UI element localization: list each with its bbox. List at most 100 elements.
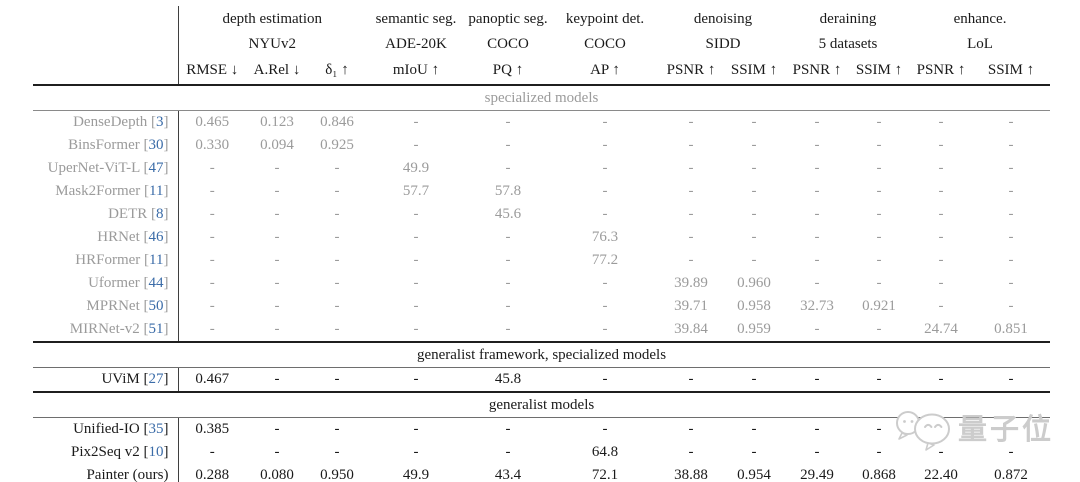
metric-value-cell: 0.330	[195, 137, 230, 153]
metric-value-cell: 0.094	[260, 137, 294, 153]
citation-link[interactable]: 30	[148, 137, 164, 153]
metric-value-cell: -	[751, 114, 757, 130]
model-name: UperNet-ViT-L	[47, 160, 140, 176]
citation-link[interactable]: 10	[148, 444, 164, 460]
dataset-header: COCO	[584, 36, 626, 52]
metric-value-cell: -	[413, 114, 419, 130]
citation-link[interactable]: 44	[148, 275, 164, 291]
model-name-cell: MPRNet [50]	[33, 295, 179, 318]
metric-value-cell: -	[751, 444, 757, 460]
metric-value-cell: -	[751, 421, 757, 437]
metric-value-cell: -	[334, 252, 340, 268]
model-name: DETR	[108, 206, 148, 222]
metric-value-cell: -	[876, 206, 882, 222]
metric-value-cell: -	[505, 298, 511, 314]
model-name: MIRNet-v2	[69, 321, 140, 337]
metric-value-cell: 0.921	[862, 298, 896, 314]
metric-value-cell: -	[786, 367, 848, 393]
metric-value-cell: 45.6	[494, 206, 522, 222]
metric-value-cell: 0.872	[994, 467, 1028, 482]
qbitai-logo-icon	[896, 411, 950, 451]
corner-cell	[33, 57, 179, 86]
metric-value-cell: 76.3	[591, 229, 619, 245]
metric-value-cell: -	[814, 183, 820, 199]
dataset-header: COCO	[487, 36, 529, 52]
metric-value-cell: 0.851	[994, 321, 1028, 337]
metric-header: PSNR ↑	[910, 57, 972, 86]
citation-link[interactable]: 11	[149, 252, 164, 268]
metric-value-cell: -	[814, 229, 820, 245]
citation-link[interactable]: 8	[156, 206, 164, 222]
metric-header: RMSE ↓	[178, 57, 246, 86]
model-name-cell: UViM [27]	[33, 367, 179, 393]
metric-value-cell: -	[413, 298, 419, 314]
metric-value-cell: -	[1008, 444, 1014, 460]
metric-value-cell: -	[413, 275, 419, 291]
metric-value-cell: 39.71	[674, 298, 708, 314]
metric-value-cell: 0.846	[320, 114, 354, 130]
model-name: Pix2Seq v2	[70, 444, 140, 460]
metric-value-cell: -	[910, 367, 972, 393]
metric-value-cell: -	[814, 252, 820, 268]
metric-value-cell: -	[1008, 252, 1014, 268]
citation-link[interactable]: 46	[148, 229, 164, 245]
model-name: HRNet	[97, 229, 140, 245]
metric-value-cell: -	[274, 275, 280, 291]
metric-value-cell: -	[505, 275, 511, 291]
metric-value-cell: -	[876, 183, 882, 199]
metric-value-cell: -	[602, 206, 608, 222]
metric-value-cell: -	[209, 321, 215, 337]
metric-value-cell: -	[1008, 137, 1014, 153]
metric-value-cell: -	[505, 137, 511, 153]
citation-link[interactable]: 51	[148, 321, 164, 337]
metric-value-cell: -	[505, 229, 511, 245]
metric-value-cell: -	[938, 206, 944, 222]
model-name: DenseDepth	[73, 114, 148, 130]
model-name-cell: Mask2Former [11]	[33, 180, 179, 203]
metric-header: AP ↑	[550, 57, 660, 86]
metric-value-cell: 0.080	[260, 467, 294, 482]
metric-value-cell: -	[209, 444, 215, 460]
watermark-text: 量子位	[958, 413, 1055, 446]
metric-value-cell: -	[209, 183, 215, 199]
citation-link[interactable]: 47	[148, 160, 164, 176]
metric-value-cell: -	[876, 137, 882, 153]
metric-value-cell: -	[722, 367, 786, 393]
model-name-cell: BinsFormer [30]	[33, 134, 179, 157]
metric-value-cell: -	[366, 367, 466, 393]
metric-value-cell: -	[688, 444, 694, 460]
metric-value-cell: -	[688, 137, 694, 153]
metric-value-cell: -	[938, 252, 944, 268]
model-name-cell: UperNet-ViT-L [47]	[33, 157, 179, 180]
metric-value-cell: -	[505, 421, 511, 437]
metric-value-cell: -	[413, 321, 419, 337]
metric-value-cell: 0.960	[737, 275, 771, 291]
metric-header: SSIM ↑	[848, 57, 910, 86]
metric-value-cell: -	[876, 114, 882, 130]
metric-value-cell: -	[602, 421, 608, 437]
model-name-cell: DETR [8]	[33, 203, 179, 226]
model-name: Painter (ours)	[86, 467, 169, 482]
metric-value-cell: -	[938, 160, 944, 176]
metric-value-cell: -	[209, 206, 215, 222]
metric-value-cell: -	[209, 160, 215, 176]
model-name-cell: DenseDepth [3]	[33, 110, 179, 134]
metric-value-cell: -	[938, 114, 944, 130]
metric-value-cell: -	[688, 421, 694, 437]
metric-value-cell: -	[246, 367, 308, 393]
metric-value-cell: -	[334, 183, 340, 199]
citation-link[interactable]: 11	[149, 183, 164, 199]
citation-link[interactable]: 3	[156, 114, 164, 130]
citation-link[interactable]: 27	[148, 371, 164, 387]
metric-value-cell: 0.868	[862, 467, 896, 482]
model-name-cell: HRFormer [11]	[33, 249, 179, 272]
citation-link[interactable]: 35	[148, 421, 164, 437]
metric-value-cell: -	[938, 298, 944, 314]
metric-value-cell: -	[814, 321, 820, 337]
metric-value-cell: -	[876, 229, 882, 245]
citation-link[interactable]: 50	[148, 298, 164, 314]
metric-value-cell: -	[814, 421, 820, 437]
metric-value-cell: 0.954	[737, 467, 771, 482]
metric-value-cell: 49.9	[402, 467, 430, 482]
metric-value-cell: -	[334, 298, 340, 314]
